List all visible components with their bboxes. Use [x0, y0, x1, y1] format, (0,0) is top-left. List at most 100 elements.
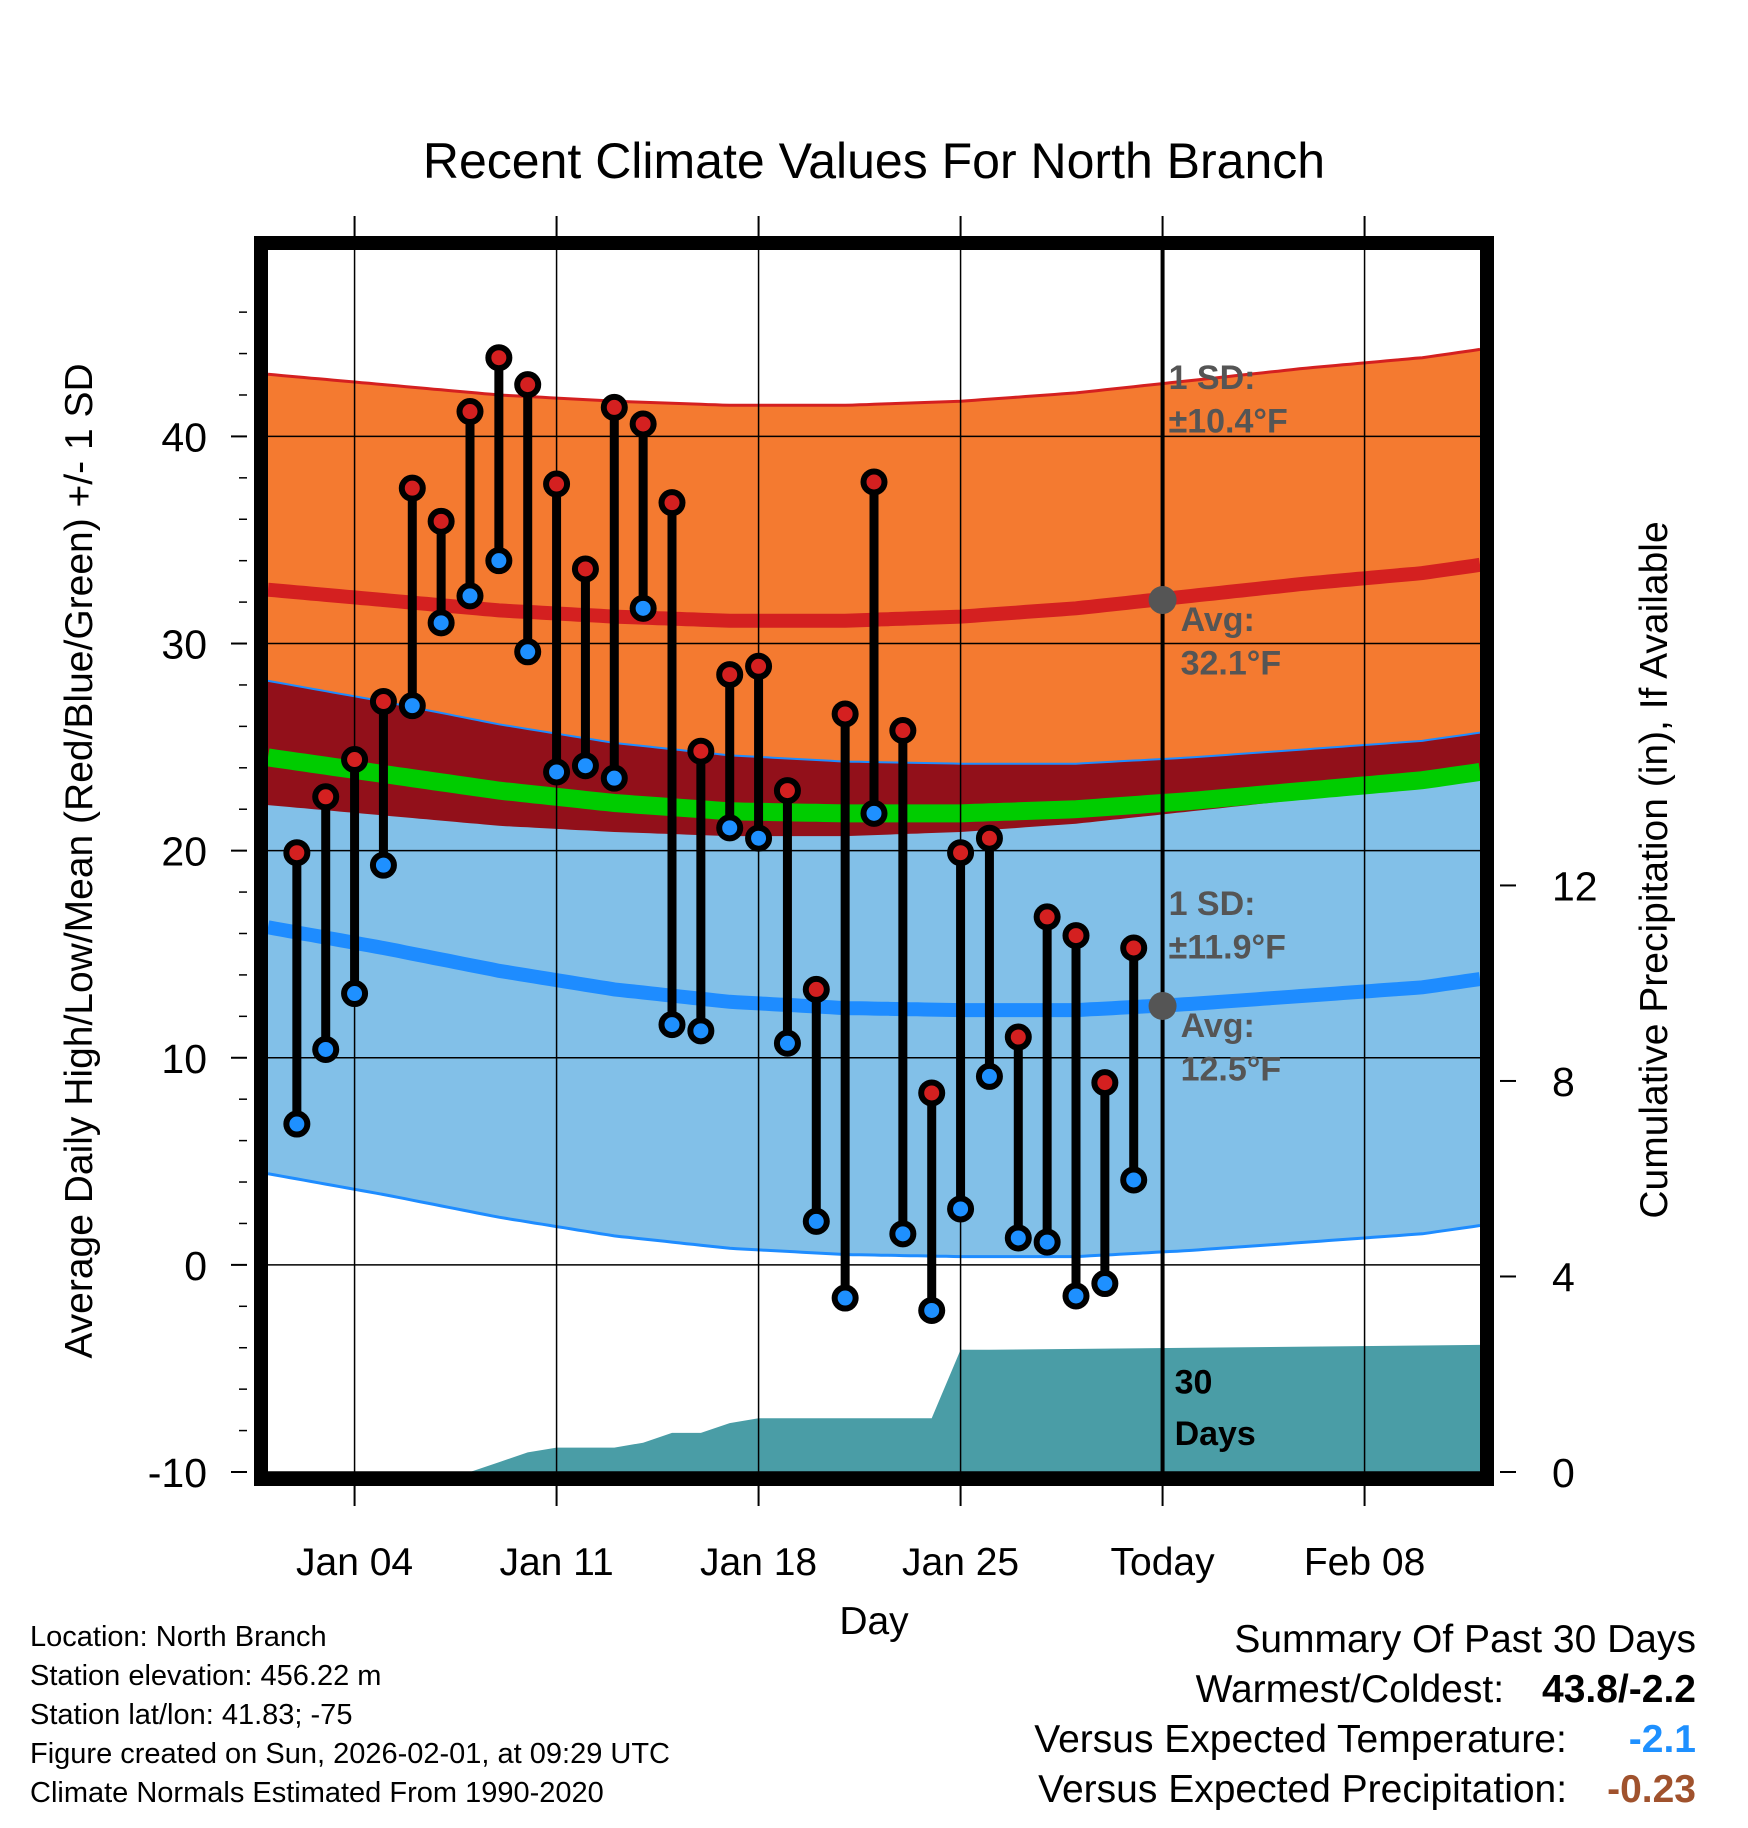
daily-high-dot	[485, 344, 513, 372]
daily-low-dot	[745, 824, 773, 852]
summary-precip-label: Versus Expected Precipitation:	[1038, 1768, 1568, 1811]
daily-low-dot	[369, 851, 397, 879]
daily-high-dot	[1120, 934, 1148, 962]
summary-warmest-value: 43.8/-2.2	[1542, 1668, 1696, 1711]
daily-high-dot	[629, 410, 657, 438]
daily-high-dot	[341, 746, 369, 774]
low-band-lower-edge	[268, 1172, 1480, 1259]
daily-low-dot	[860, 799, 888, 827]
daily-high-dot	[1062, 922, 1090, 950]
daily-low-dot	[889, 1220, 917, 1248]
high-band-upper-edge	[268, 347, 1480, 407]
low-sd-label: 1 SD:	[1169, 885, 1256, 923]
daily-low-dot	[398, 692, 426, 720]
y-axis-label: Average Daily High/Low/Mean (Red/Blue/Gr…	[58, 363, 101, 1358]
daily-low-dot	[485, 547, 513, 575]
summary-precip-row: Versus Expected Precipitation: -0.23	[1034, 1765, 1696, 1815]
precip-area	[268, 1344, 1480, 1472]
daily-high-dot	[398, 474, 426, 502]
daily-low-dot	[975, 1062, 1003, 1090]
daily-low-dot	[629, 594, 657, 622]
today-high-avg-marker	[1148, 586, 1177, 615]
y-right-tick-label: 12	[1552, 863, 1598, 909]
y-tick-label: 20	[161, 829, 207, 875]
daily-low-dot	[1062, 1282, 1090, 1310]
y-right-tick-label: 0	[1552, 1450, 1575, 1496]
footer-latlon: Station lat/lon: 41.83; -75	[30, 1699, 353, 1731]
daily-low-dot	[687, 1017, 715, 1045]
footer-created: Figure created on Sun, 2026-02-01, at 09…	[30, 1738, 670, 1770]
days-label-line1: 30	[1175, 1363, 1213, 1401]
daily-low-dot	[341, 980, 369, 1008]
summary-temp-label: Versus Expected Temperature:	[1034, 1718, 1567, 1761]
daily-low-dot	[600, 764, 628, 792]
daily-low-dot	[1091, 1270, 1119, 1298]
daily-high-dot	[1004, 1023, 1032, 1051]
daily-high-dot	[456, 398, 484, 426]
high-sd-label: 1 SD:	[1169, 359, 1256, 397]
daily-low-dot	[456, 582, 484, 610]
y-tick-label: 10	[161, 1036, 207, 1082]
summary-warmest-row: Warmest/Coldest: 43.8/-2.2	[1034, 1665, 1696, 1715]
daily-high-dot	[918, 1079, 946, 1107]
daily-high-dot	[427, 507, 455, 535]
daily-low-dot	[716, 814, 744, 842]
plot-frame	[254, 236, 1494, 1486]
chart-title: Recent Climate Values For North Branch	[422, 133, 1326, 189]
low-avg-line	[268, 920, 1480, 1018]
daily-high-dot	[283, 839, 311, 867]
x-tick-label: Feb 08	[1304, 1541, 1425, 1584]
daily-low-dot	[802, 1207, 830, 1235]
daily-high-dot	[947, 839, 975, 867]
y-right-tick-label: 4	[1552, 1254, 1575, 1300]
daily-low-dot	[514, 638, 542, 666]
daily-low-dot	[773, 1029, 801, 1057]
daily-low-dot	[1033, 1228, 1061, 1256]
x-tick-label: Jan 04	[296, 1541, 413, 1584]
daily-high-dot	[687, 737, 715, 765]
summary-temp-value: -2.1	[1628, 1718, 1696, 1761]
daily-low-dot	[427, 609, 455, 637]
daily-low-dot	[947, 1195, 975, 1223]
y-right-tick-label: 8	[1552, 1059, 1575, 1105]
daily-high-dot	[571, 555, 599, 583]
footer-elevation: Station elevation: 456.22 m	[30, 1660, 382, 1692]
daily-high-dot	[1091, 1069, 1119, 1097]
footer-location: Location: North Branch	[30, 1621, 327, 1653]
today-low-avg-marker	[1148, 991, 1177, 1020]
y-tick-label: 40	[161, 414, 207, 460]
daily-low-dot	[918, 1296, 946, 1324]
annotations: 1 SD: ±10.4°F Avg: 32.1°F 1 SD: ±11.9°F Avg: 12…	[1148, 359, 1288, 1453]
high-avg-label: Avg:	[1181, 601, 1255, 639]
x-tick-label: Today	[1111, 1541, 1216, 1584]
high-sd-value: ±10.4°F	[1169, 402, 1288, 440]
daily-high-dot	[745, 652, 773, 680]
low-avg-value: 12.5°F	[1181, 1051, 1282, 1089]
x-tick-label: Jan 25	[902, 1541, 1019, 1584]
x-tick-label: Jan 11	[499, 1541, 613, 1584]
daily-high-dot	[369, 688, 397, 716]
daily-high-dot	[831, 700, 859, 728]
footer-normals: Climate Normals Estimated From 1990-2020	[30, 1777, 604, 1809]
daily-high-dot	[658, 489, 686, 517]
summary-panel: Summary Of Past 30 Days Warmest/Coldest:…	[1034, 1615, 1696, 1815]
daily-low-dot	[1120, 1166, 1148, 1194]
daily-low-dot	[312, 1035, 340, 1063]
daily-high-dot	[975, 824, 1003, 852]
days-label-line2: Days	[1175, 1415, 1256, 1453]
low-avg-label: Avg:	[1181, 1007, 1255, 1045]
daily-high-dot	[802, 975, 830, 1003]
daily-low-dot	[571, 752, 599, 780]
daily-low-dot	[543, 758, 571, 786]
plot-border	[254, 236, 1494, 1486]
daily-low-dot	[283, 1110, 311, 1138]
summary-heading: Summary Of Past 30 Days	[1234, 1618, 1696, 1661]
summary-warmest-label: Warmest/Coldest:	[1195, 1668, 1505, 1711]
low-sd-value: ±11.9°F	[1169, 928, 1286, 966]
y-tick-label: 0	[184, 1243, 207, 1289]
daily-high-dot	[600, 393, 628, 421]
x-tick-label: Jan 18	[700, 1541, 817, 1584]
daily-high-dot	[889, 717, 917, 745]
summary-precip-value: -0.23	[1607, 1768, 1696, 1811]
daily-high-dot	[312, 783, 340, 811]
